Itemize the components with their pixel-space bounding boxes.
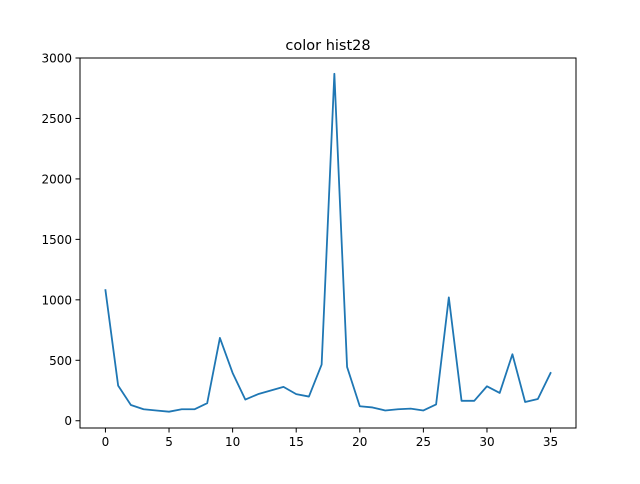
y-tick-label: 2000	[41, 172, 72, 186]
x-axis: 0 5 10 15 20 25 30 35	[102, 428, 558, 449]
series-line-0	[104, 72, 552, 413]
x-tick-label: 10	[225, 435, 240, 449]
x-tick-label: 5	[165, 435, 173, 449]
y-axis: 0 500 1000 1500 2000 2500 3000	[41, 52, 80, 428]
x-tick-label: 30	[479, 435, 494, 449]
y-tick-label: 1000	[41, 293, 72, 307]
x-tick-label: 0	[102, 435, 110, 449]
chart-title: color hist28	[285, 38, 370, 54]
x-tick-label: 25	[416, 435, 431, 449]
y-tick-label: 0	[64, 414, 72, 428]
y-tick-label: 2500	[41, 112, 72, 126]
y-tick-label: 3000	[41, 52, 72, 66]
series-layer	[104, 72, 552, 413]
x-tick-label: 20	[352, 435, 367, 449]
plot-frame	[79, 57, 577, 429]
y-tick-label: 1500	[41, 233, 72, 247]
y-tick-label: 500	[49, 354, 72, 368]
x-tick-label: 15	[289, 435, 304, 449]
x-tick-label: 35	[543, 435, 558, 449]
